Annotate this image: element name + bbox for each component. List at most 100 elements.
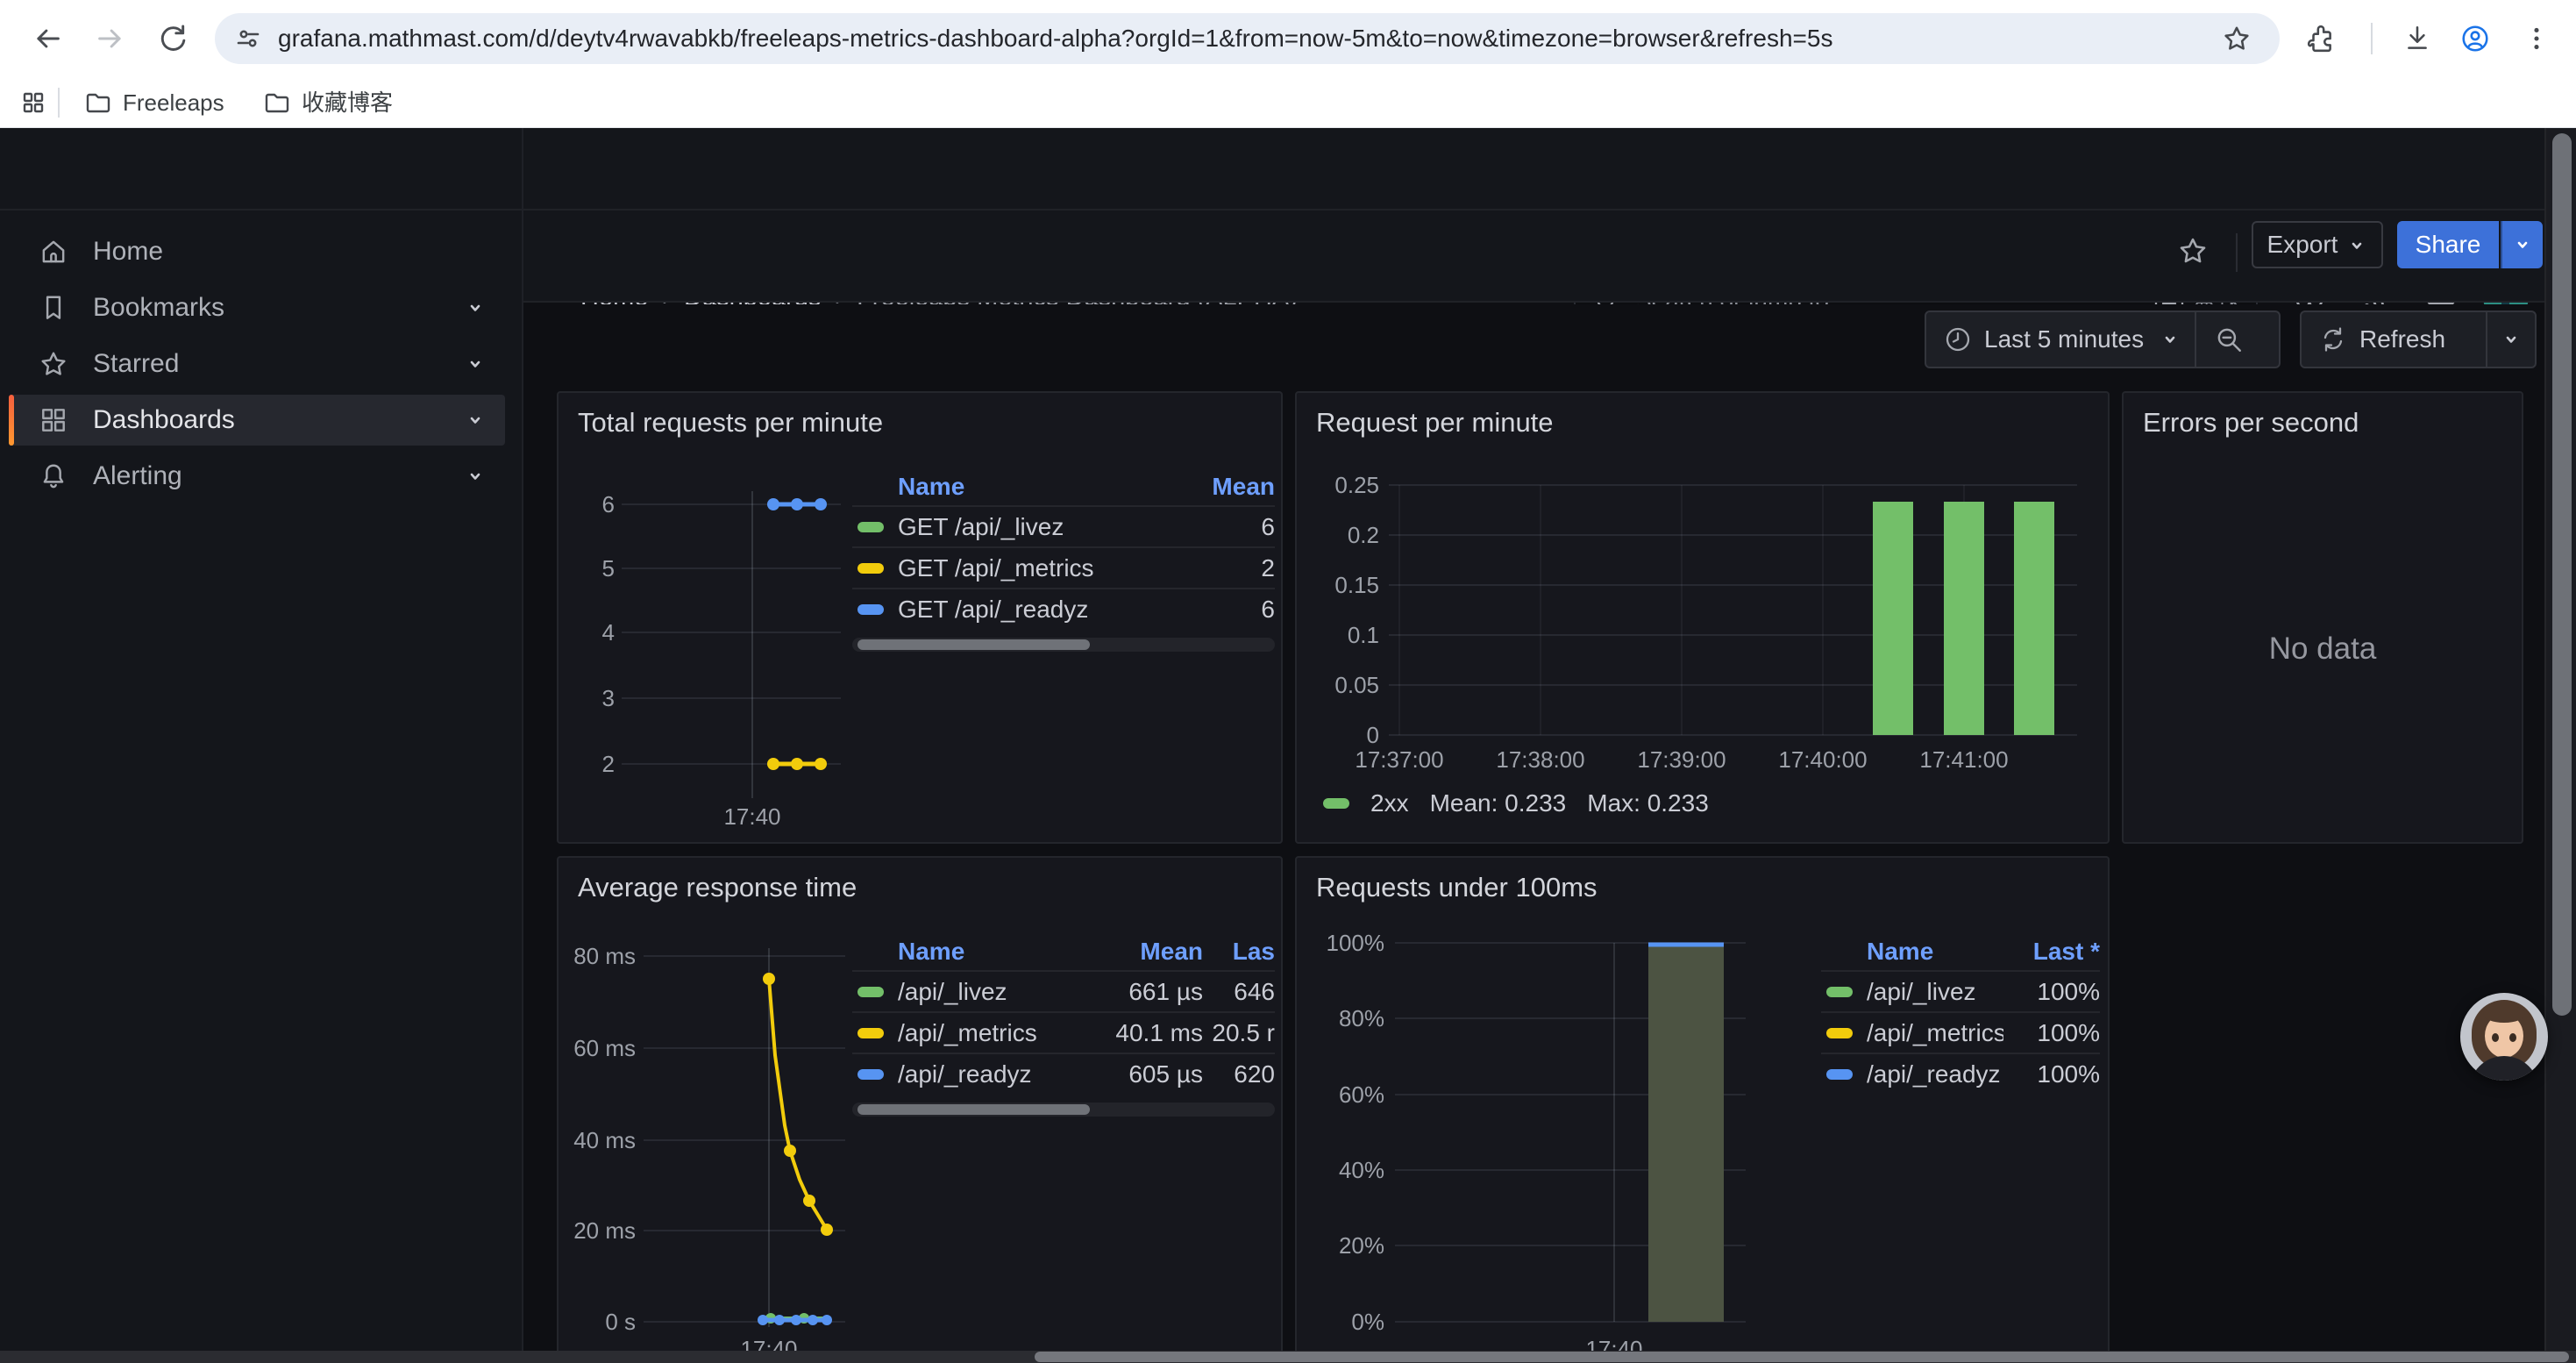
- series-name[interactable]: /api/_readyz: [1867, 1060, 2001, 1088]
- extensions-icon[interactable]: [2306, 24, 2336, 54]
- dashboards-grid-icon: [39, 405, 68, 435]
- legend-header-last[interactable]: Last *: [2032, 938, 2100, 965]
- chevron-down-icon: [2512, 234, 2533, 255]
- legend-header-last[interactable]: Las: [1232, 938, 1275, 965]
- panel-errors-per-second: Errors per second No data: [2122, 391, 2523, 844]
- legend-table: Name Mean Las /api/_livez 661 µs 646 /ap…: [852, 933, 1275, 1117]
- apps-grid-icon[interactable]: [19, 89, 47, 117]
- series-name[interactable]: /api/_livez: [898, 977, 1007, 1005]
- sidebar-item-home[interactable]: Home: [9, 226, 505, 277]
- legend-header-mean[interactable]: Mean: [1212, 473, 1275, 500]
- series-name[interactable]: 2xx: [1370, 789, 1409, 817]
- scrollbar-thumb[interactable]: [1035, 1352, 2569, 1362]
- series-color-pill: [857, 1027, 884, 1038]
- legend-scrollbar[interactable]: [852, 638, 1275, 652]
- series-name[interactable]: GET /api/_readyz: [898, 595, 1089, 623]
- sidebar: Home Bookmarks Starred Dashboards: [0, 211, 522, 1363]
- share-menu-button[interactable]: [2501, 221, 2543, 268]
- toolbar-divider: [2371, 23, 2373, 54]
- sidebar-item-bookmarks[interactable]: Bookmarks: [9, 282, 505, 333]
- clock-icon: [1944, 325, 1972, 353]
- site-settings-icon[interactable]: [234, 25, 262, 53]
- sidebar-item-dashboards[interactable]: Dashboards: [9, 395, 505, 446]
- sidebar-item-alerting[interactable]: Alerting: [9, 451, 505, 502]
- vertical-scrollbar[interactable]: [2544, 128, 2576, 1363]
- bell-icon: [39, 461, 68, 491]
- series-mean: 605 µs: [1128, 1060, 1203, 1088]
- scrollbar-thumb[interactable]: [2552, 133, 2572, 1016]
- series-last: 646: [1234, 977, 1275, 1005]
- panel-avg-response-time: Average response time 80 ms 60 ms 40 ms …: [557, 856, 1283, 1363]
- folder-icon[interactable]: [263, 89, 291, 117]
- legend-row: /api/_livez 100%: [1821, 970, 2100, 1011]
- chevron-down-icon[interactable]: [465, 353, 486, 375]
- series-name[interactable]: GET /api/_livez: [898, 512, 1064, 540]
- legend-row: GET /api/_metrics 2: [852, 546, 1275, 588]
- back-icon[interactable]: [32, 23, 63, 54]
- forward-icon[interactable]: [95, 23, 126, 54]
- refresh-interval-dropdown[interactable]: [2501, 329, 2522, 350]
- legend-header-mean[interactable]: Mean: [1140, 938, 1203, 965]
- legend-header-name[interactable]: Name: [898, 938, 965, 965]
- dashboard-canvas: Last 5 minutes Refresh Total requests pe…: [523, 304, 2576, 1363]
- bookmark-star-icon[interactable]: [2222, 24, 2252, 54]
- panel-title[interactable]: Errors per second: [2143, 407, 2359, 438]
- url-input[interactable]: [278, 13, 2189, 64]
- scrollbar-thumb[interactable]: [857, 1104, 1091, 1115]
- refresh-icon: [2319, 325, 2347, 353]
- panel-title[interactable]: Average response time: [578, 872, 857, 903]
- series-mean: 6: [1261, 512, 1275, 540]
- time-range-picker[interactable]: Last 5 minutes: [1984, 325, 2145, 353]
- series-color-pill: [1826, 986, 1853, 997]
- export-button[interactable]: Export: [2252, 221, 2383, 268]
- line-chart[interactable]: [620, 481, 848, 814]
- series-last: 20.5 r: [1212, 1018, 1275, 1046]
- legend-scrollbar[interactable]: [852, 1103, 1275, 1117]
- browser-menu-icon[interactable]: [2522, 24, 2551, 54]
- series-name[interactable]: /api/_readyz: [898, 1060, 1032, 1088]
- series-mean: 661 µs: [1128, 977, 1203, 1005]
- favorite-star-icon[interactable]: [2177, 235, 2209, 267]
- sidebar-item-starred[interactable]: Starred: [9, 339, 505, 389]
- star-icon: [39, 349, 68, 379]
- url-bar[interactable]: [215, 13, 2280, 64]
- series-last: 100%: [2037, 1060, 2100, 1088]
- chevron-down-icon: [2346, 234, 2367, 255]
- reload-icon[interactable]: [158, 23, 189, 54]
- series-name[interactable]: /api/_metrics: [898, 1018, 1037, 1046]
- scrollbar-thumb[interactable]: [857, 639, 1091, 650]
- series-name[interactable]: /api/_livez: [1867, 977, 1976, 1005]
- legend-header-name[interactable]: Name: [1867, 938, 1934, 965]
- legend-row: /api/_livez 661 µs 646: [852, 970, 1275, 1011]
- chevron-down-icon[interactable]: [465, 410, 486, 431]
- legend-row: GET /api/_livez 6: [852, 505, 1275, 546]
- share-button[interactable]: Share: [2397, 221, 2499, 268]
- zoom-out-icon[interactable]: [2196, 325, 2261, 354]
- download-icon[interactable]: [2402, 24, 2432, 54]
- series-name[interactable]: /api/_metrics: [1867, 1018, 2003, 1046]
- panel-title[interactable]: Request per minute: [1316, 407, 1554, 438]
- series-last: 620: [1234, 1060, 1275, 1088]
- legend-row: /api/_metrics 40.1 ms 20.5 r: [852, 1011, 1275, 1053]
- bookmark-folder-freeleaps[interactable]: Freeleaps: [123, 89, 224, 116]
- chevron-down-icon[interactable]: [465, 466, 486, 487]
- actions-divider: [2236, 233, 2238, 272]
- chevron-down-icon[interactable]: [2160, 329, 2181, 350]
- group-divider: [2195, 312, 2197, 367]
- horizontal-scrollbar[interactable]: [0, 1351, 2576, 1363]
- folder-icon[interactable]: [84, 89, 112, 117]
- assistant-avatar[interactable]: [2460, 993, 2548, 1081]
- bar-chart[interactable]: [1393, 937, 1761, 1340]
- line-chart[interactable]: [642, 941, 848, 1345]
- chevron-down-icon[interactable]: [465, 297, 486, 318]
- legend-header-name[interactable]: Name: [898, 473, 965, 500]
- panel-title[interactable]: Total requests per minute: [578, 407, 884, 438]
- series-name[interactable]: GET /api/_metrics: [898, 553, 1094, 582]
- bar-chart[interactable]: [1384, 476, 2095, 766]
- panel-title[interactable]: Requests under 100ms: [1316, 872, 1598, 903]
- profile-icon[interactable]: [2460, 24, 2490, 54]
- series-color-pill: [857, 986, 884, 997]
- bookmark-folder-blogs[interactable]: 收藏博客: [302, 89, 394, 116]
- refresh-button[interactable]: Refresh: [2359, 325, 2446, 353]
